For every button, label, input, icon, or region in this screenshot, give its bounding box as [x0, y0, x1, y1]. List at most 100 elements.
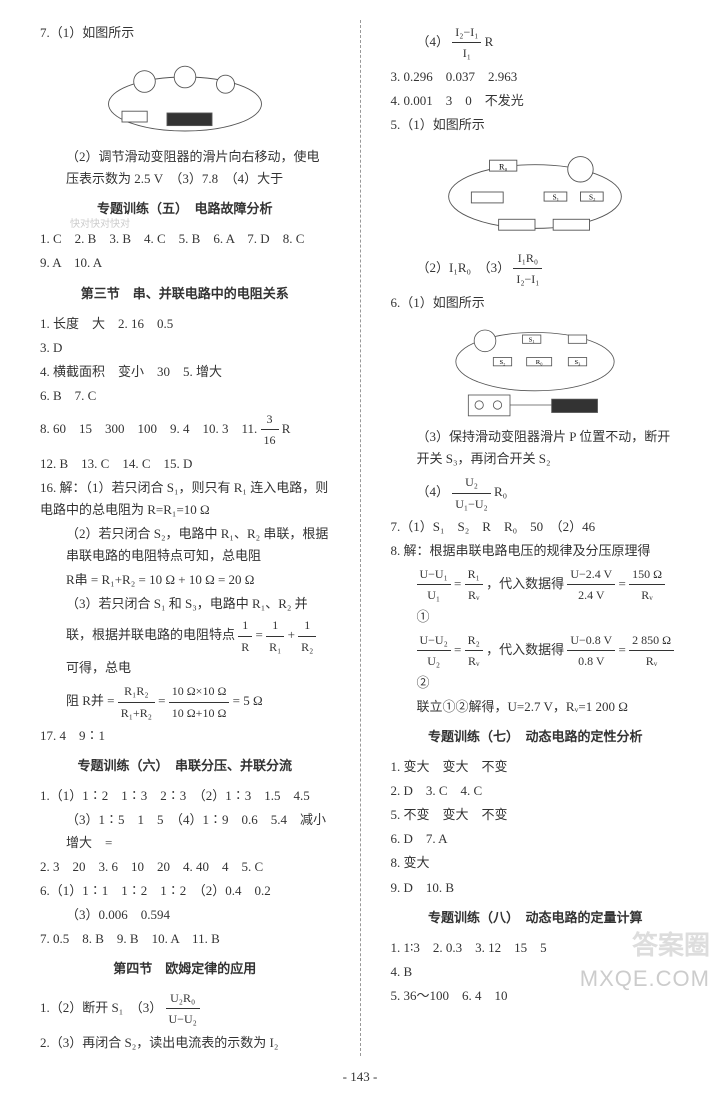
- text-line: 6.（1）如图所示: [391, 292, 681, 314]
- text-line: （4） I₂−I₁I₁ R: [391, 22, 681, 64]
- text-line: 阻 R并 = R₁R₂R₁+R₂ = 10 Ω×10 Ω10 Ω+10 Ω = …: [40, 681, 330, 723]
- text: 8. 60 15 300 100 9. 4 10. 3 11.: [40, 421, 261, 436]
- svg-text:S₁: S₁: [529, 337, 535, 344]
- text: =: [454, 576, 465, 591]
- text-line: 8. 60 15 300 100 9. 4 10. 3 11. 316 R: [40, 409, 330, 451]
- svg-text:S₂: S₂: [500, 359, 506, 366]
- text-line: （3）若只闭合 S₁ 和 S₃，电路中 R₁、R₂ 并联，根据并联电路的电阻特点…: [40, 593, 330, 679]
- text-line: 16. 解：（1）若只闭合 S₁，则只有 R₁ 连入电路，则电路中的总电阻为 R…: [40, 477, 330, 521]
- circuit-diagram-1: [95, 50, 275, 140]
- fraction: 150 ΩRᵥ: [629, 564, 665, 606]
- circuit-diagram-3: S₁ S₂ R₀ S₃: [435, 320, 635, 420]
- text-line: 3. D: [40, 337, 330, 359]
- text: =: [618, 576, 629, 591]
- text-line: 1. 1∶3 2. 0.3 3. 12 15 5: [391, 937, 681, 959]
- text-line: 1. 变大 变大 不变: [391, 756, 681, 778]
- text-line: 6. B 7. C: [40, 385, 330, 407]
- text: =: [454, 642, 465, 657]
- fraction: 1R: [238, 615, 252, 657]
- text-line: R串 = R₁+R₂ = 10 Ω + 10 Ω = 20 Ω: [40, 569, 330, 591]
- text-line: （2）I₁R₀ （3） I₁R₀I₂−I₁: [391, 248, 681, 290]
- text-line: 1. 长度 大 2. 16 0.5: [40, 313, 330, 335]
- fraction: U−2.4 V2.4 V: [567, 564, 615, 606]
- text-line: 联立①②解得，U=2.7 V，Rᵥ=1 200 Ω: [391, 696, 681, 718]
- answer-text: 1. C 2. B 3. B 4. C 5. B 6. A 7. D 8. C: [40, 231, 304, 246]
- text-line: 8. 解：根据串联电路电压的规律及分压原理得: [391, 540, 681, 562]
- column-separator: [360, 20, 361, 1056]
- text-line: 2. D 3. C 4. C: [391, 780, 681, 802]
- section-title: 专题训练（八） 动态电路的定量计算: [391, 907, 681, 929]
- text-line: 1.（1）1∶2 1∶3 2∶3 （2）1∶3 1.5 4.5: [40, 785, 330, 807]
- text-line: 4. 0.001 3 0 不发光: [391, 90, 681, 112]
- text-line: 1.（2）断开 S₁ （3） U₂R₀U−U₂: [40, 988, 330, 1030]
- fraction: 1R₁: [266, 615, 284, 657]
- text-line: 2.（3）再闭合 S₂，读出电流表的示数为 I₂: [40, 1032, 330, 1054]
- text-line: 4. 横截面积 变小 30 5. 增大: [40, 361, 330, 383]
- text-line: 6.（1）1∶1 1∶2 1∶2 （2）0.4 0.2: [40, 880, 330, 902]
- text-line: （3）1∶5 1 5 （4）1∶9 0.6 5.4 减小 增大 =: [40, 809, 330, 853]
- text-line: 7.（1）如图所示: [40, 22, 330, 44]
- fraction: 1R₂: [298, 615, 316, 657]
- text: +: [288, 627, 299, 642]
- text-line: 1. C 2. B 3. B 4. C 5. B 6. A 7. D 8. C …: [40, 228, 330, 250]
- fraction: 316: [261, 409, 279, 451]
- text-line: 17. 4 9∶1: [40, 725, 330, 747]
- text-line: 8. 变大: [391, 852, 681, 874]
- text-line: 5. 不变 变大 不变: [391, 804, 681, 826]
- section-title: 第三节 串、并联电路中的电阻关系: [40, 283, 330, 305]
- fraction: U−U₁U₁: [417, 564, 451, 606]
- page-number: - 143 -: [40, 1066, 680, 1088]
- text-line: （2）调节滑动变阻器的滑片向右移动，使电压表示数为 2.5 V （3）7.8 （…: [40, 146, 330, 190]
- text: 可得，总电: [66, 660, 131, 675]
- text-line: （3）0.006 0.594: [40, 904, 330, 926]
- svg-text:S₂: S₂: [589, 193, 596, 201]
- text-line: 12. B 13. C 14. C 15. D: [40, 453, 330, 475]
- right-column: （4） I₂−I₁I₁ R 3. 0.296 0.037 2.963 4. 0.…: [391, 20, 681, 1056]
- fraction: 10 Ω×10 Ω10 Ω+10 Ω: [169, 681, 230, 723]
- text-line: 7.（1）S₁ S₂ R R₀ 50 （2）46: [391, 516, 681, 538]
- fraction: U₂U₁−U₂: [452, 472, 490, 514]
- text: R: [485, 34, 494, 49]
- text: （2）I₁R₀ （3）: [417, 260, 511, 275]
- fraction: U−U₂U₂: [417, 630, 451, 672]
- text: 1.（2）断开 S₁ （3）: [40, 1000, 162, 1015]
- text-line: 5. 36～100 6. 4 10: [391, 985, 681, 1007]
- fraction: R₂Rᵥ: [465, 630, 483, 672]
- svg-text:S₁: S₁: [553, 193, 560, 201]
- section-title: 第四节 欧姆定律的应用: [40, 958, 330, 980]
- fraction: U₂R₀U−U₂: [166, 988, 200, 1030]
- text-line: （3）保持滑动变阻器滑片 P 位置不动，断开开关 S₃，再闭合开关 S₂: [391, 426, 681, 470]
- svg-text:R₀: R₀: [536, 359, 543, 366]
- text: =: [256, 627, 267, 642]
- text: R₀: [494, 484, 507, 499]
- text: =: [158, 693, 169, 708]
- text-line: 6. D 7. A: [391, 828, 681, 850]
- text-line: U−U₂U₂ = R₂Rᵥ ，代入数据得 U−0.8 V0.8 V = 2 85…: [391, 630, 681, 694]
- text: （4）: [417, 484, 450, 499]
- text-line: 7. 0.5 8. B 9. B 10. A 11. B: [40, 928, 330, 950]
- svg-text:R₀: R₀: [499, 162, 507, 171]
- text-line: U−U₁U₁ = R₁Rᵥ ，代入数据得 U−2.4 V2.4 V = 150 …: [391, 564, 681, 628]
- fraction: I₂−I₁I₁: [452, 22, 481, 64]
- page-columns: 7.（1）如图所示 （2）调节滑动变阻器的滑片向右移动，使电压表示数为 2.5 …: [40, 20, 680, 1056]
- text: = 5 Ω: [233, 693, 263, 708]
- text-line: 2. 3 20 3. 6 10 20 4. 40 4 5. C: [40, 856, 330, 878]
- text-line: （2）若只闭合 S₂，电路中 R₁、R₂ 串联，根据串联电路的电阻特点可知，总电…: [40, 523, 330, 567]
- svg-text:S₃: S₃: [575, 359, 581, 366]
- section-title: 专题训练（五） 电路故障分析: [40, 198, 330, 220]
- fraction: R₁R₂R₁+R₂: [118, 681, 155, 723]
- fraction: U−0.8 V0.8 V: [567, 630, 615, 672]
- fraction: R₁Rᵥ: [465, 564, 483, 606]
- text: R: [282, 421, 291, 436]
- text-line: 4. B: [391, 961, 681, 983]
- text-line: 5.（1）如图所示: [391, 114, 681, 136]
- circuit-diagram-2: R₀ S₁ S₂: [435, 142, 635, 242]
- text-line: 3. 0.296 0.037 2.963: [391, 66, 681, 88]
- left-column: 7.（1）如图所示 （2）调节滑动变阻器的滑片向右移动，使电压表示数为 2.5 …: [40, 20, 330, 1056]
- text: （4）: [417, 34, 450, 49]
- section-title: 专题训练（七） 动态电路的定性分析: [391, 726, 681, 748]
- text-line: （4） U₂U₁−U₂ R₀: [391, 472, 681, 514]
- fraction: I₁R₀I₂−I₁: [513, 248, 542, 290]
- section-title: 专题训练（六） 串联分压、并联分流: [40, 755, 330, 777]
- text: ，代入数据得: [486, 642, 567, 657]
